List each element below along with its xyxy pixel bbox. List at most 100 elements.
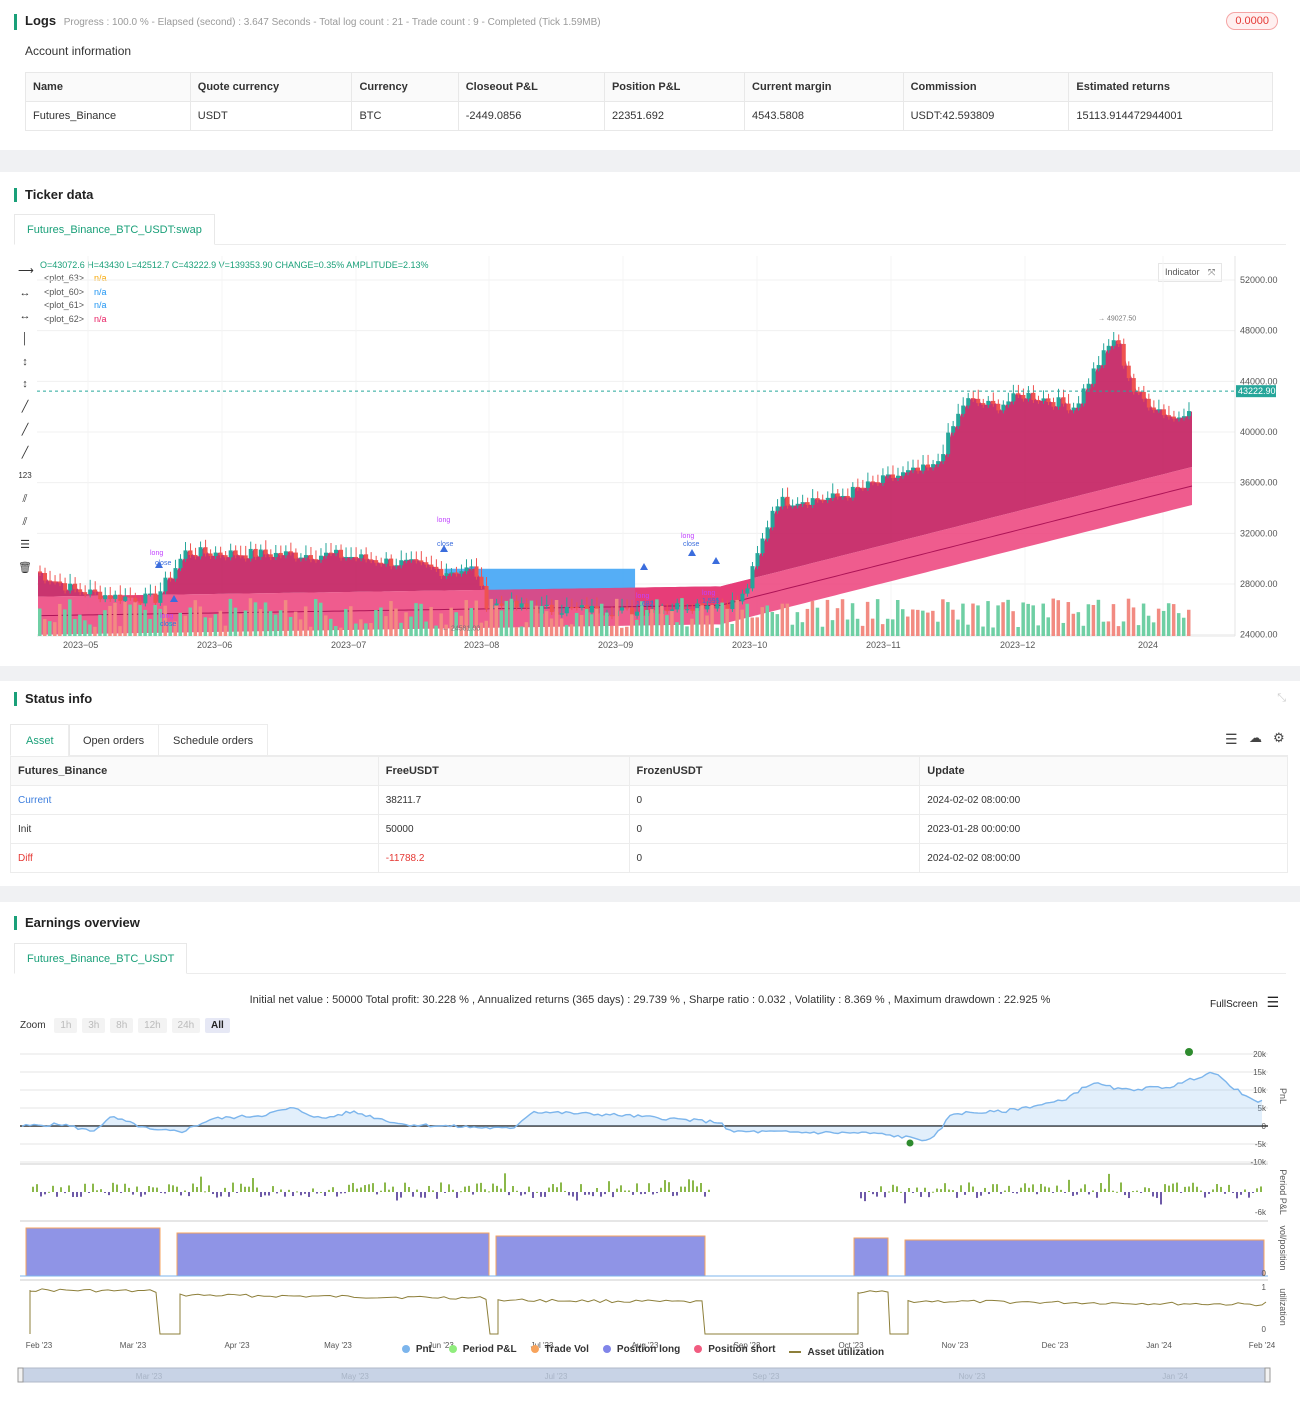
utilization-line — [29, 1288, 1267, 1335]
vertical-ray-icon[interactable]: ↕ — [22, 356, 28, 368]
price-chart[interactable]: 52000.00 48000.00 44000.00 40000.00 36000.00… — [0, 172, 1300, 666]
zoom-all[interactable]: All — [205, 1018, 230, 1033]
account-cell: 22351.692 — [603, 101, 746, 131]
legend-label: Position long — [616, 1343, 681, 1355]
navigator-tick-label: Mar '23 — [136, 1372, 163, 1381]
period-pnl-bar — [1108, 1173, 1110, 1192]
volume-bar — [715, 627, 719, 636]
candle — [203, 547, 208, 554]
period-pnl-bar — [332, 1187, 334, 1192]
horizontal-ray-icon[interactable]: ↔ — [19, 287, 31, 299]
period-pnl-bar — [444, 1192, 446, 1193]
period-pnl-bar — [868, 1190, 870, 1192]
parallel-channel-icon[interactable]: ⫽ — [22, 493, 28, 505]
logs-badge[interactable]: 0.0000 — [1226, 12, 1278, 30]
volume-bar — [635, 619, 639, 636]
period-pnl-bar — [320, 1191, 322, 1193]
settings-icon[interactable]: ⚙ — [1273, 730, 1285, 745]
zoom-12h[interactable]: 12h — [138, 1018, 167, 1033]
zoom-24h[interactable]: 24h — [171, 1018, 201, 1033]
vol-tick-label: 0 — [1262, 1269, 1267, 1278]
volume-bar — [464, 600, 468, 636]
axis-title: utilization — [1278, 1288, 1288, 1326]
volume-bar — [534, 605, 539, 636]
tab-ticker-symbol[interactable]: Futures_Binance_BTC_USDT:swap — [14, 214, 215, 245]
signal-arrow-icon — [640, 563, 648, 570]
volume-bar — [670, 611, 674, 636]
indicator-button[interactable]: Indicator ⤧ — [1158, 263, 1223, 282]
legend-item-position-long[interactable]: Position long — [602, 1343, 681, 1355]
period-pnl-bar — [244, 1186, 246, 1192]
tab-schedule-orders[interactable]: Schedule orders — [158, 724, 269, 756]
price-label-icon[interactable]: 123 — [18, 471, 32, 480]
tab-open-orders[interactable]: Open orders — [68, 724, 160, 756]
candle — [339, 549, 344, 558]
period-pnl-bar — [116, 1184, 118, 1192]
candle — [1131, 378, 1136, 392]
pnl-area — [22, 1072, 1262, 1141]
legend-item-period-p-l[interactable]: Period P&L — [448, 1344, 517, 1355]
period-pnl-bar — [680, 1186, 682, 1192]
extended-line-icon[interactable]: ↔ — [19, 310, 31, 322]
tab-asset[interactable]: Asset — [10, 724, 70, 756]
fib-icon[interactable]: ⫽ — [22, 516, 28, 528]
trend-line-icon[interactable]: ╱ — [21, 401, 29, 413]
legend-marker-icon — [789, 1351, 802, 1353]
legend-item-position-short[interactable]: Position short — [694, 1344, 775, 1355]
fullscreen-button[interactable]: FullScreen ☰ — [1210, 994, 1279, 1011]
volume-bar — [1051, 598, 1056, 636]
cloud-download-icon[interactable]: ☁ — [1249, 730, 1262, 745]
vertical-line-icon[interactable]: │ — [21, 333, 29, 345]
earnings-panel: Earnings overview Futures_Binance_BTC_US… — [0, 902, 1300, 1404]
volume-bar — [384, 616, 388, 636]
volume-bar — [996, 605, 1000, 636]
legend-item-asset-utilization[interactable]: Asset utilization — [789, 1347, 884, 1358]
util-tick-label: 0 — [1262, 1325, 1267, 1334]
volume-bar — [604, 612, 609, 636]
candle — [48, 580, 53, 582]
period-pnl-bar — [64, 1192, 66, 1194]
period-pnl-bar — [1028, 1187, 1030, 1192]
volume-bar — [138, 605, 142, 636]
candle — [218, 552, 223, 556]
row-label-current[interactable]: Current — [10, 785, 379, 815]
period-pnl-bar — [512, 1186, 514, 1192]
legend-item-trade-vol[interactable]: Trade Vol — [530, 1344, 589, 1355]
trash-icon[interactable]: 🗑 — [18, 562, 32, 574]
zoom-8h[interactable]: 8h — [110, 1018, 134, 1033]
candle — [835, 493, 840, 497]
volume-bar — [675, 622, 679, 636]
fullscreen-label: FullScreen — [1210, 999, 1258, 1010]
volume-bar — [439, 613, 443, 636]
period-pnl-bar — [388, 1189, 390, 1192]
segment-icon[interactable]: ╱ — [21, 447, 29, 459]
period-pnl-bar — [428, 1185, 430, 1192]
candle — [810, 498, 815, 505]
zoom-1h[interactable]: 1h — [54, 1018, 78, 1033]
list-icon[interactable]: ☰ — [1225, 731, 1238, 747]
candle — [936, 461, 941, 465]
candle — [1096, 365, 1101, 369]
zoom-3h[interactable]: 3h — [82, 1018, 106, 1033]
volume-bar — [931, 610, 935, 636]
volume-bar — [188, 607, 193, 636]
candle — [73, 583, 78, 590]
vertical-extended-icon[interactable]: ↕ — [22, 378, 28, 390]
period-pnl-bar — [248, 1186, 250, 1192]
cell-free-init: 50000 — [378, 814, 630, 844]
volume-bar — [1011, 611, 1015, 636]
volume-bar — [158, 608, 162, 636]
horizontal-line-icon[interactable]: ⟶ — [18, 265, 34, 277]
period-pnl-bar — [880, 1186, 882, 1192]
ray-line-icon[interactable]: ╱ — [21, 424, 29, 436]
menu-icon[interactable]: ☰ — [1266, 994, 1280, 1010]
period-pnl-bar — [300, 1192, 302, 1196]
volume-bar — [334, 626, 338, 636]
volume-bar — [148, 618, 152, 636]
legend-item-pnl[interactable]: PnL — [401, 1344, 435, 1355]
collapse-icon[interactable]: ⤡ — [1277, 692, 1286, 704]
volume-bar — [820, 626, 825, 636]
tab-earnings-symbol[interactable]: Futures_Binance_BTC_USDT — [14, 943, 188, 974]
grid-lines-icon[interactable]: ☰ — [20, 539, 30, 551]
